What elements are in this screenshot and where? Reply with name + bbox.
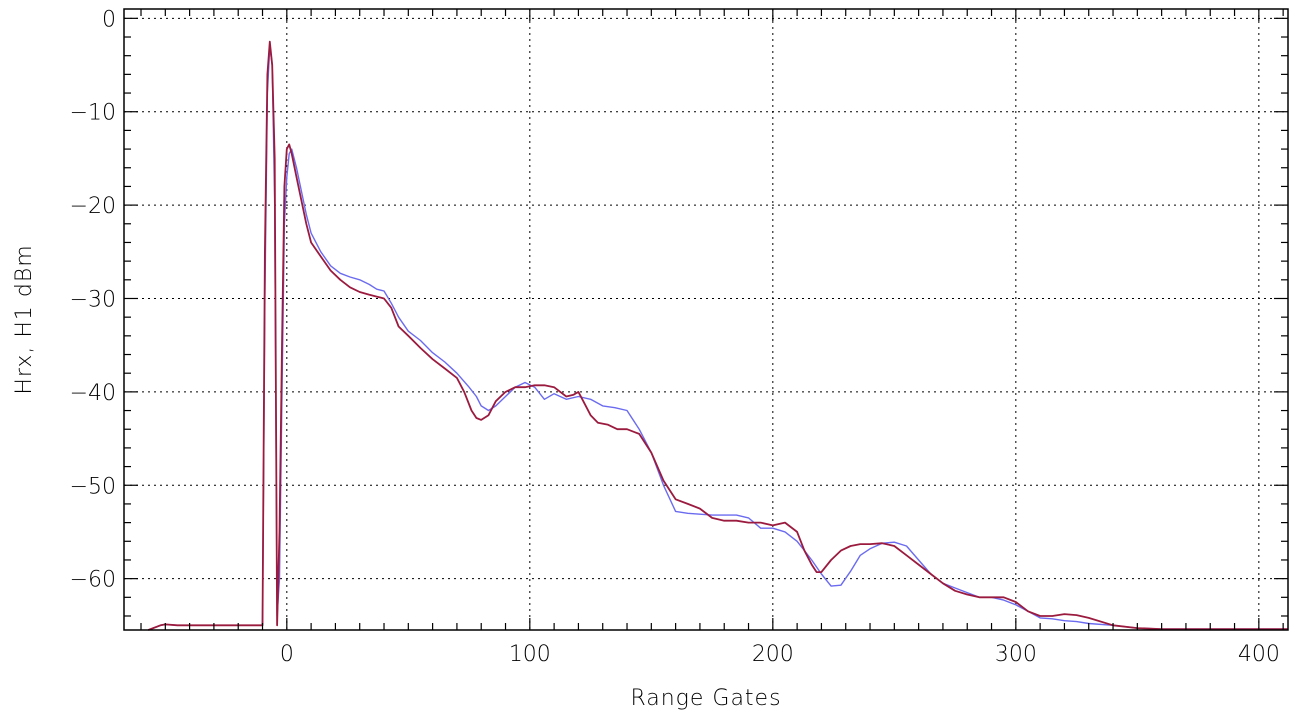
x-tick-label: 400	[1238, 642, 1280, 667]
grid-lines	[124, 9, 1288, 630]
y-tick-label: −20	[70, 194, 116, 219]
y-tick-label: −50	[70, 474, 116, 499]
x-tick-label: 100	[509, 642, 551, 667]
y-tick-label: −10	[70, 101, 116, 126]
tick-labels: 0 100 200 300 400 0 −10 −20 −30 −40 −50 −60	[70, 7, 1280, 667]
series-line-2	[147, 40, 1288, 631]
x-tick-label: 0	[280, 642, 294, 667]
plot-frame	[123, 8, 1289, 631]
x-tick-label: 300	[995, 642, 1037, 667]
y-tick-label: −40	[70, 381, 116, 406]
x-axis-title: Range Gates	[630, 686, 781, 711]
x-tick-label: 200	[752, 642, 794, 667]
series-layer	[147, 40, 1288, 631]
y-tick-label: −60	[70, 568, 116, 593]
y-tick-label: −30	[70, 287, 116, 312]
y-tick-label: 0	[102, 7, 116, 32]
axis-ticks	[124, 9, 1288, 630]
y-axis-title: Hrx, H1 dBm	[12, 244, 37, 394]
series-line-1	[148, 45, 1288, 631]
